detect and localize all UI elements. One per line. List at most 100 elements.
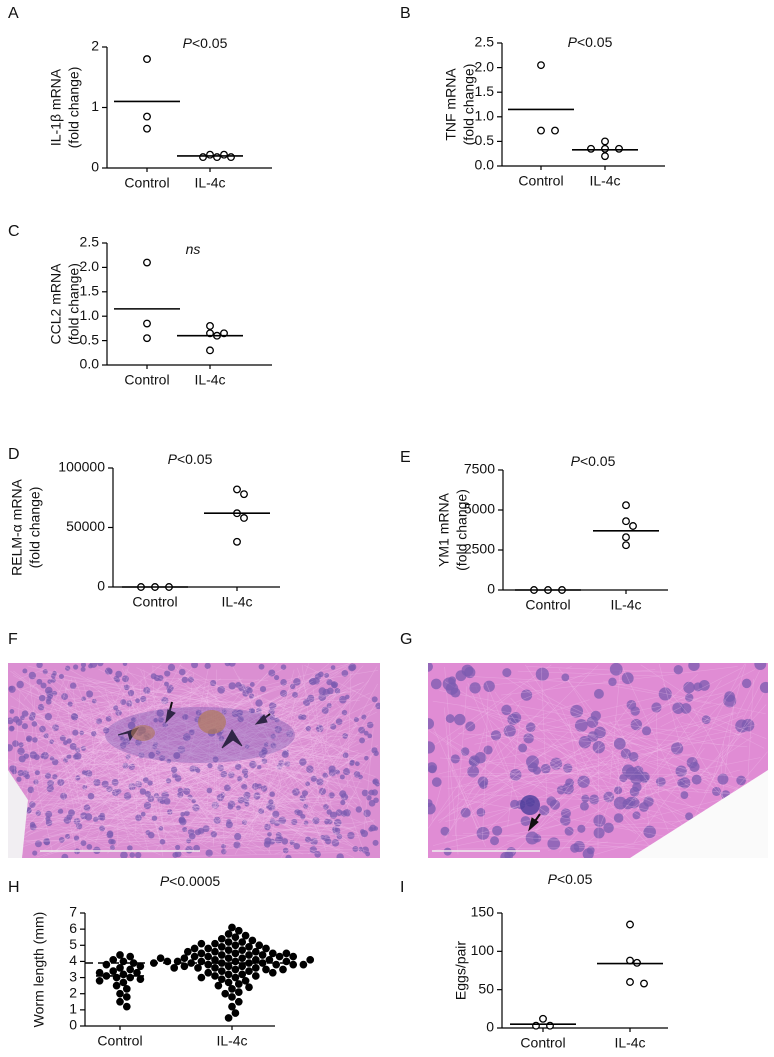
cell-border xyxy=(480,761,754,797)
nucleus xyxy=(157,675,164,682)
data-point xyxy=(626,920,634,929)
nucleus xyxy=(593,688,604,699)
cell-border xyxy=(720,736,753,759)
cell-border xyxy=(92,735,355,744)
nucleus xyxy=(103,727,110,734)
data-point xyxy=(258,951,267,959)
cell-border xyxy=(681,722,743,736)
nucleus xyxy=(574,719,588,732)
cell-border xyxy=(140,669,164,718)
cell-border xyxy=(15,761,313,825)
cell-border xyxy=(64,688,252,705)
nucleus xyxy=(128,763,135,770)
nucleus xyxy=(123,792,132,800)
cell-border xyxy=(79,726,98,816)
data-point xyxy=(211,955,219,964)
nucleus xyxy=(45,698,52,705)
nucleus xyxy=(305,781,311,787)
nucleus xyxy=(371,696,378,703)
cell-border xyxy=(98,691,269,773)
nucleus xyxy=(123,684,130,691)
cell-border xyxy=(117,804,343,823)
cell-border xyxy=(31,810,334,840)
data-point xyxy=(640,979,648,988)
nucleus xyxy=(63,757,69,763)
nucleus xyxy=(58,837,65,843)
cell-border xyxy=(54,720,326,778)
y-tick-label: 1 xyxy=(69,1001,77,1017)
nucleus xyxy=(212,756,219,763)
data-point xyxy=(194,964,202,972)
nucleus xyxy=(312,817,320,825)
cell-border xyxy=(597,742,600,850)
cell-border xyxy=(210,663,330,761)
cell-border xyxy=(21,827,77,832)
nucleus xyxy=(520,689,533,701)
nucleus xyxy=(269,818,276,825)
nucleus xyxy=(609,663,623,676)
cell-border xyxy=(261,762,279,810)
x-tick-label: IL-4c xyxy=(216,1033,247,1049)
x-tick-label: Control xyxy=(132,594,177,610)
nucleus xyxy=(236,805,241,811)
nucleus xyxy=(504,850,514,858)
nucleus xyxy=(12,716,20,723)
nucleus xyxy=(127,845,133,851)
nucleus xyxy=(309,846,317,854)
nucleus xyxy=(259,686,267,693)
panel-label: B xyxy=(400,5,411,22)
infected-cell xyxy=(520,795,540,815)
nucleus xyxy=(580,801,589,811)
nucleus xyxy=(120,736,126,742)
cell-border xyxy=(482,691,489,841)
nucleus xyxy=(130,717,137,723)
nucleus xyxy=(476,808,486,817)
nucleus xyxy=(85,690,94,698)
nucleus xyxy=(339,774,345,780)
nucleus xyxy=(286,730,294,738)
cell-border xyxy=(173,728,220,763)
cell-border xyxy=(151,752,218,769)
cell-border xyxy=(443,707,459,855)
data-point xyxy=(622,517,630,526)
cell-border xyxy=(620,682,742,813)
nucleus xyxy=(175,844,181,850)
nucleus xyxy=(34,840,42,848)
data-point xyxy=(126,965,135,974)
cell-border xyxy=(57,829,105,850)
x-tick-label: Control xyxy=(525,597,570,613)
data-point xyxy=(268,949,277,958)
cell-border xyxy=(73,723,277,761)
nucleus xyxy=(263,742,269,747)
panel-label: F xyxy=(8,631,18,648)
nucleus xyxy=(231,710,239,718)
nucleus xyxy=(339,695,347,704)
cell-border xyxy=(110,682,361,819)
cell-border xyxy=(697,704,767,779)
cell-border xyxy=(154,823,191,851)
nucleus xyxy=(255,699,263,707)
nucleus xyxy=(651,702,662,713)
data-point xyxy=(224,954,233,963)
cell-border xyxy=(30,664,162,769)
nucleus xyxy=(428,741,435,754)
cell-border xyxy=(107,698,217,799)
nucleus xyxy=(18,742,24,748)
cell-border xyxy=(151,759,169,770)
nucleus xyxy=(221,709,227,715)
data-point xyxy=(224,1014,233,1022)
cell-border xyxy=(736,670,760,718)
nucleus xyxy=(428,762,438,773)
nucleus xyxy=(282,847,289,854)
cell-border xyxy=(287,797,360,835)
nucleus xyxy=(16,680,24,689)
cell-border xyxy=(54,736,287,757)
nucleus xyxy=(242,690,249,697)
cell-border xyxy=(237,671,339,730)
nucleus xyxy=(331,839,340,847)
cell-border xyxy=(507,775,710,843)
nucleus xyxy=(258,808,265,815)
nucleus xyxy=(83,804,91,812)
nucleus xyxy=(292,691,298,698)
cell-border xyxy=(195,740,358,798)
